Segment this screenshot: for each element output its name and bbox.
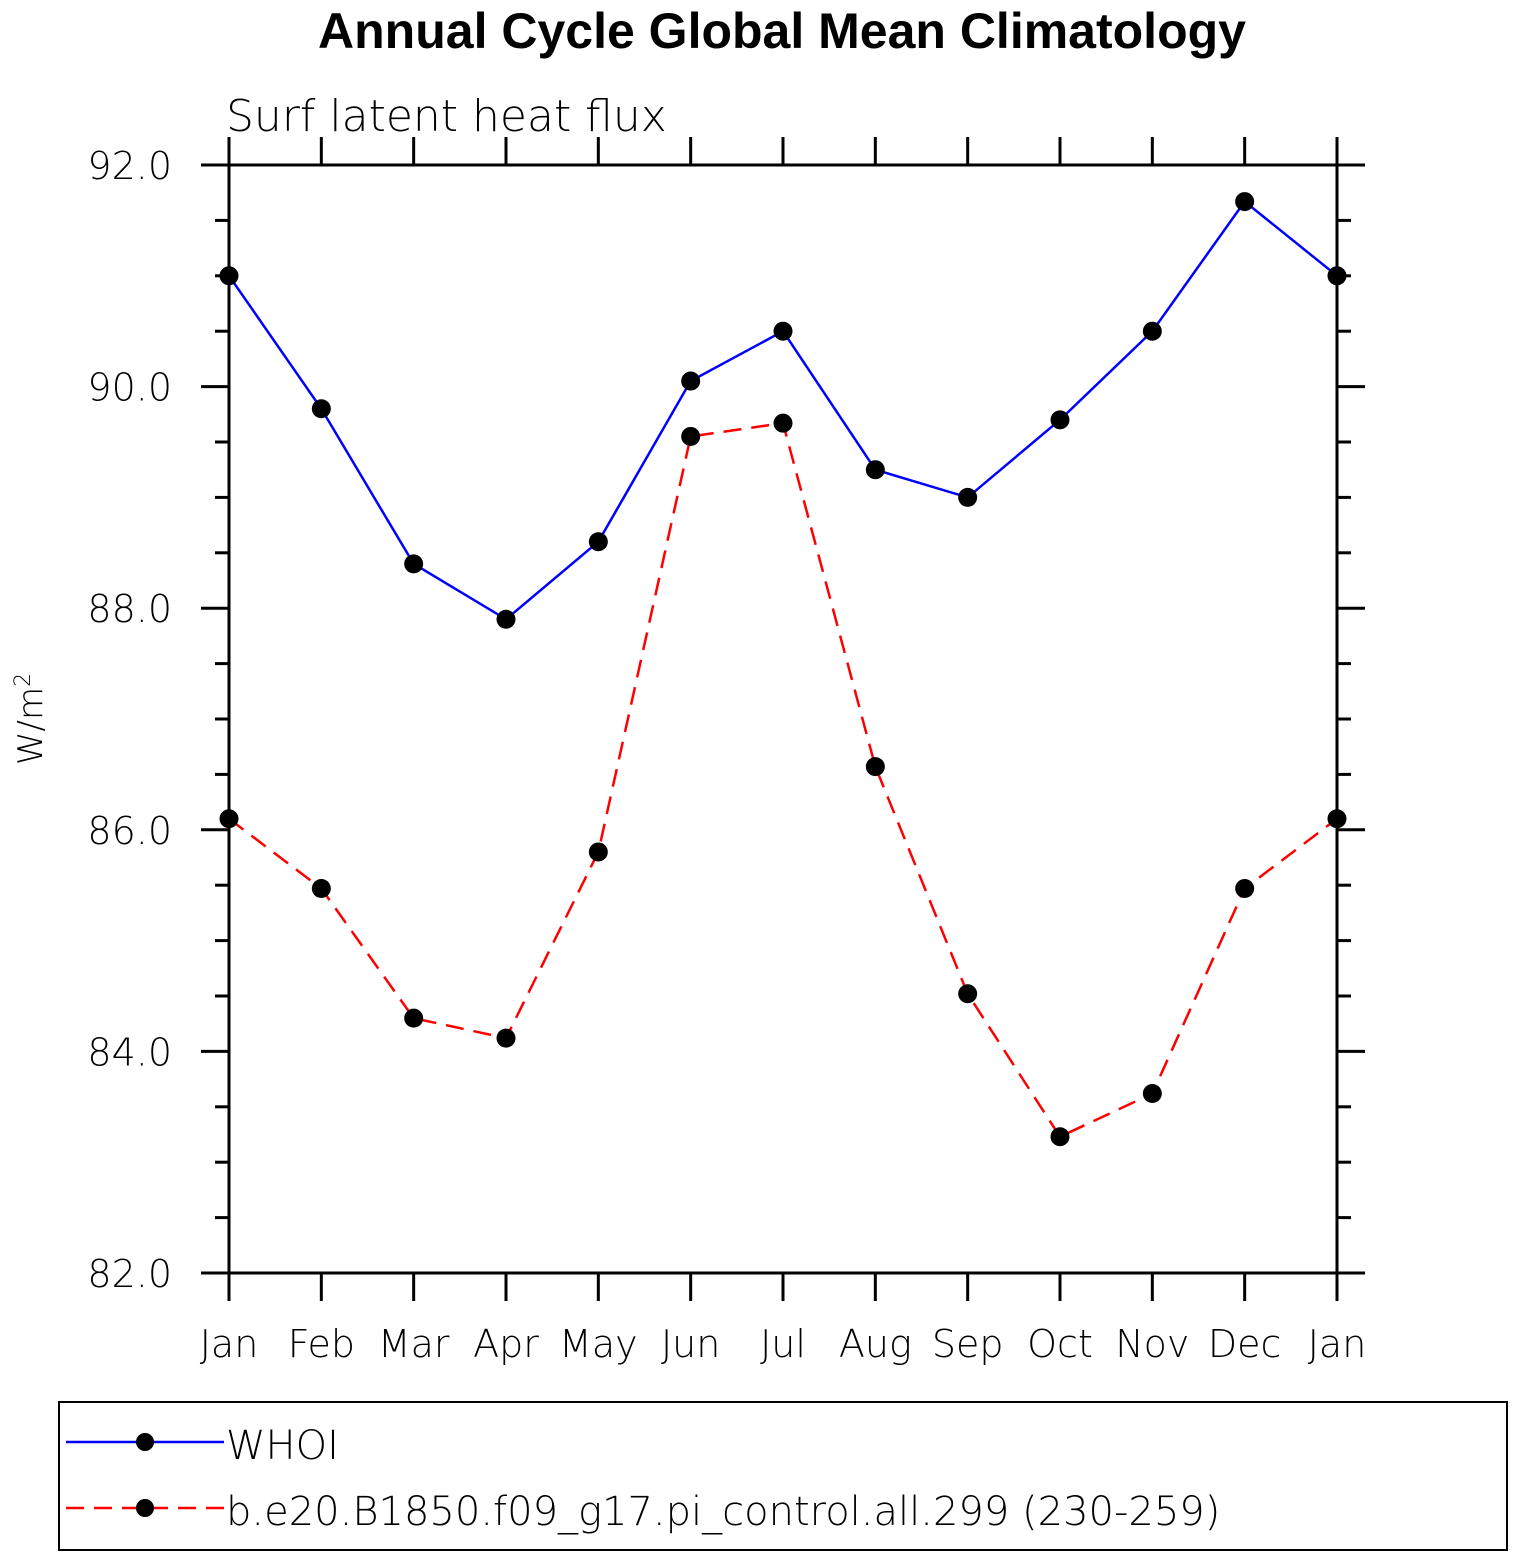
data-point-1: [1235, 879, 1255, 899]
x-tick-label: Sep: [932, 1322, 1004, 1366]
data-point-0: [219, 266, 239, 286]
data-point-1: [1050, 1127, 1070, 1147]
data-point-1: [404, 1008, 424, 1028]
y-tick-label: 86.0: [87, 809, 172, 853]
series-layer: [219, 192, 1347, 1147]
data-point-1: [681, 426, 701, 446]
x-tick-label: Dec: [1208, 1322, 1282, 1366]
y-tick-label: 84.0: [87, 1030, 172, 1074]
chart-subtitle: Surf latent heat flux: [226, 91, 667, 142]
data-point-1: [496, 1028, 516, 1048]
x-tick-label: Feb: [288, 1322, 355, 1366]
data-point-1: [311, 879, 331, 899]
data-point-0: [773, 321, 793, 341]
legend-marker-whoi: [136, 1433, 154, 1451]
legend-label-model: b.e20.B1850.f09_g17.pi_control.all.299 (…: [226, 1489, 1220, 1535]
legend: WHOI b.e20.B1850.f09_g17.pi_control.all.…: [58, 1401, 1508, 1551]
data-point-1: [958, 984, 978, 1004]
data-point-0: [865, 460, 885, 480]
x-tick-label: Nov: [1115, 1322, 1189, 1366]
y-tick-label: 90.0: [87, 366, 172, 410]
y-axis-ticks: 82.0 84.0 86.0 88.0 90.0 92.0: [87, 144, 1365, 1296]
data-point-0: [958, 487, 978, 507]
x-tick-label: Aug: [839, 1322, 912, 1366]
series-line-0: [227, 199, 1338, 621]
x-tick-label: Jul: [760, 1322, 806, 1366]
data-point-0: [681, 371, 701, 391]
data-point-0: [311, 399, 331, 419]
data-point-0: [1327, 266, 1347, 286]
x-axis-ticks: Jan Feb Mar Apr May Jun Jul Aug Sep Oct Nov Dec Jan: [200, 137, 1367, 1366]
data-point-0: [588, 532, 608, 552]
y-axis-label-text: W/m: [11, 687, 51, 765]
chart-title: Annual Cycle Global Mean Climatology: [318, 3, 1246, 59]
data-point-1: [219, 809, 239, 829]
x-tick-label: Mar: [378, 1322, 450, 1366]
data-point-0: [496, 609, 516, 629]
data-point-1: [773, 413, 793, 433]
data-point-0: [1235, 192, 1255, 212]
y-axis-label: W/m2: [11, 673, 51, 765]
data-point-1: [1327, 809, 1347, 829]
x-tick-label: May: [559, 1322, 638, 1366]
data-point-0: [1142, 321, 1162, 341]
legend-box: [58, 1401, 1508, 1551]
series-line-1: [228, 421, 1338, 1139]
legend-marker-model: [136, 1499, 154, 1517]
y-tick-label: 82.0: [87, 1252, 172, 1296]
x-tick-label: Apr: [473, 1322, 539, 1366]
x-tick-label: Oct: [1027, 1322, 1093, 1366]
data-point-1: [865, 757, 885, 777]
data-point-0: [1050, 410, 1070, 430]
y-axis-label-superscript: 2: [11, 673, 36, 687]
x-tick-label: Jan: [200, 1322, 259, 1366]
y-tick-label: 88.0: [87, 587, 172, 631]
data-point-0: [404, 554, 424, 574]
y-tick-label: 92.0: [87, 144, 172, 188]
data-point-1: [1142, 1084, 1162, 1104]
x-tick-label: Jun: [661, 1322, 720, 1366]
legend-label-whoi: WHOI: [226, 1423, 339, 1469]
x-tick-label: Jan: [1308, 1322, 1367, 1366]
data-point-1: [588, 842, 608, 862]
